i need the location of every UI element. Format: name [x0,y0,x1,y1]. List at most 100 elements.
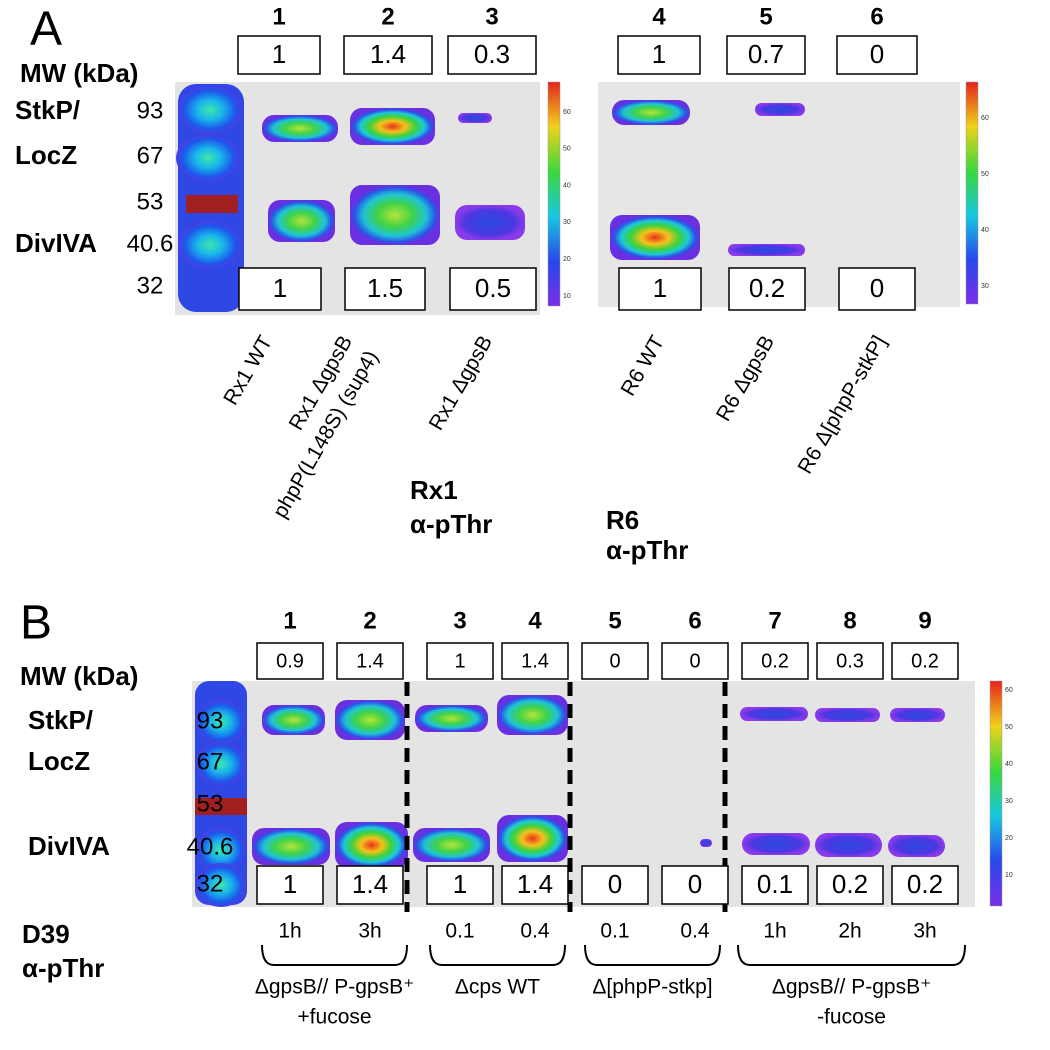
ladder-band [196,828,246,872]
band [415,705,488,732]
mw-marker: 93 [137,97,164,124]
mw-marker: 53 [137,188,164,215]
quant-value: 1.4 [352,869,388,899]
quant-box [449,267,537,311]
quant-value: 0.2 [911,650,939,672]
quant-value: 1 [273,273,287,303]
quant-box [336,642,404,680]
lane-number: 5 [608,607,621,634]
group-label: Δ[phpP-stkp] [592,976,712,999]
band [350,185,440,245]
mw-marker: 53 [197,790,224,817]
condition-label: 0.4 [520,920,550,943]
ladder-band [178,221,242,269]
colorbar [965,81,979,305]
lane-number: 7 [768,607,781,634]
quant-box [891,865,959,905]
quant-box [426,865,494,905]
band [700,839,712,847]
quant-value: 0 [688,869,702,899]
quant-value: 0.2 [749,273,785,303]
quant-value: 1.4 [521,650,549,672]
panel-letter: B [20,597,52,650]
mw-marker: 40.6 [187,833,234,860]
band [413,828,490,862]
condition-label: 3h [358,920,381,943]
ladder-band [196,742,246,786]
band [335,822,408,868]
quant-value: 1.4 [517,869,553,899]
antibody: α-pThr [606,535,688,565]
lane-number: 8 [843,607,856,634]
colorbar-tick: 50 [563,146,571,153]
quant-box [447,35,537,75]
band [612,100,690,125]
quant-value: 0 [609,650,620,672]
quant-box [618,267,702,311]
colorbar-tick: 10 [563,293,571,300]
antibody: α-pThr [22,953,104,983]
band [755,103,805,116]
quant-box [343,35,433,75]
quant-value: 1.5 [367,273,403,303]
condition-label: 2h [838,920,861,943]
quant-value: 1 [272,39,286,69]
condition-label: 1h [278,920,301,943]
ladder-band [176,134,240,182]
strain-name: Rx1 [410,475,458,505]
quant-box [838,267,916,311]
quant-box [741,865,809,905]
strain-name: R6 [606,505,639,535]
band [497,695,568,735]
band [262,705,325,735]
quant-value: 0.2 [907,869,943,899]
strain-name: D39 [22,919,70,949]
quant-box [816,865,884,905]
mw-label: MW (kDa) [20,661,138,691]
protein-label: StkP/ [28,705,93,735]
antibody: α-pThr [410,509,492,539]
quant-value: 1 [454,650,465,672]
group-label: Δcps WT [455,976,540,999]
quant-box [344,267,426,311]
quant-box [836,35,918,75]
colorbar-tick: 10 [1005,872,1013,879]
lane-number: 3 [485,3,498,30]
quant-box [256,865,324,905]
ladder-band [196,700,246,744]
colorbar [547,81,561,307]
band [815,708,880,722]
lane-number: 1 [272,3,285,30]
band [888,835,945,857]
mw-marker: 32 [197,870,224,897]
quant-value: 0.7 [748,39,784,69]
quant-box [816,642,884,680]
lane-number: 2 [363,607,376,634]
group-label: +fucose [297,1006,371,1029]
marker-band [186,195,238,213]
colorbar-tick: 20 [563,256,571,263]
figure-content: AMW (kDa)1020304050603040506093675340.63… [15,3,1013,1029]
quant-value: 0 [870,39,884,69]
protein-label: DivIVA [15,228,97,258]
protein-label: StkP/ [15,95,80,125]
quant-value: 0.3 [474,39,510,69]
quant-box [661,642,729,680]
lane-number: 2 [381,3,394,30]
strain-label: R6 Δ[phpP-stkP] [794,332,892,478]
lane-number: 4 [652,3,666,30]
condition-label: 1h [763,920,786,943]
quant-value: 0.2 [832,869,868,899]
lane-number: 6 [870,3,883,30]
band [458,113,492,123]
quant-box [256,642,324,680]
quant-value: 0 [689,650,700,672]
strain-label: Rx1 WT [219,332,277,409]
condition-label: 3h [913,920,936,943]
group-label: ΔgpsB// P-gpsB⁺ [772,976,931,999]
strain-label: R6 ΔgpsB [712,332,779,425]
colorbar-tick: 60 [981,115,989,122]
band [728,244,805,256]
quant-box [581,865,649,905]
